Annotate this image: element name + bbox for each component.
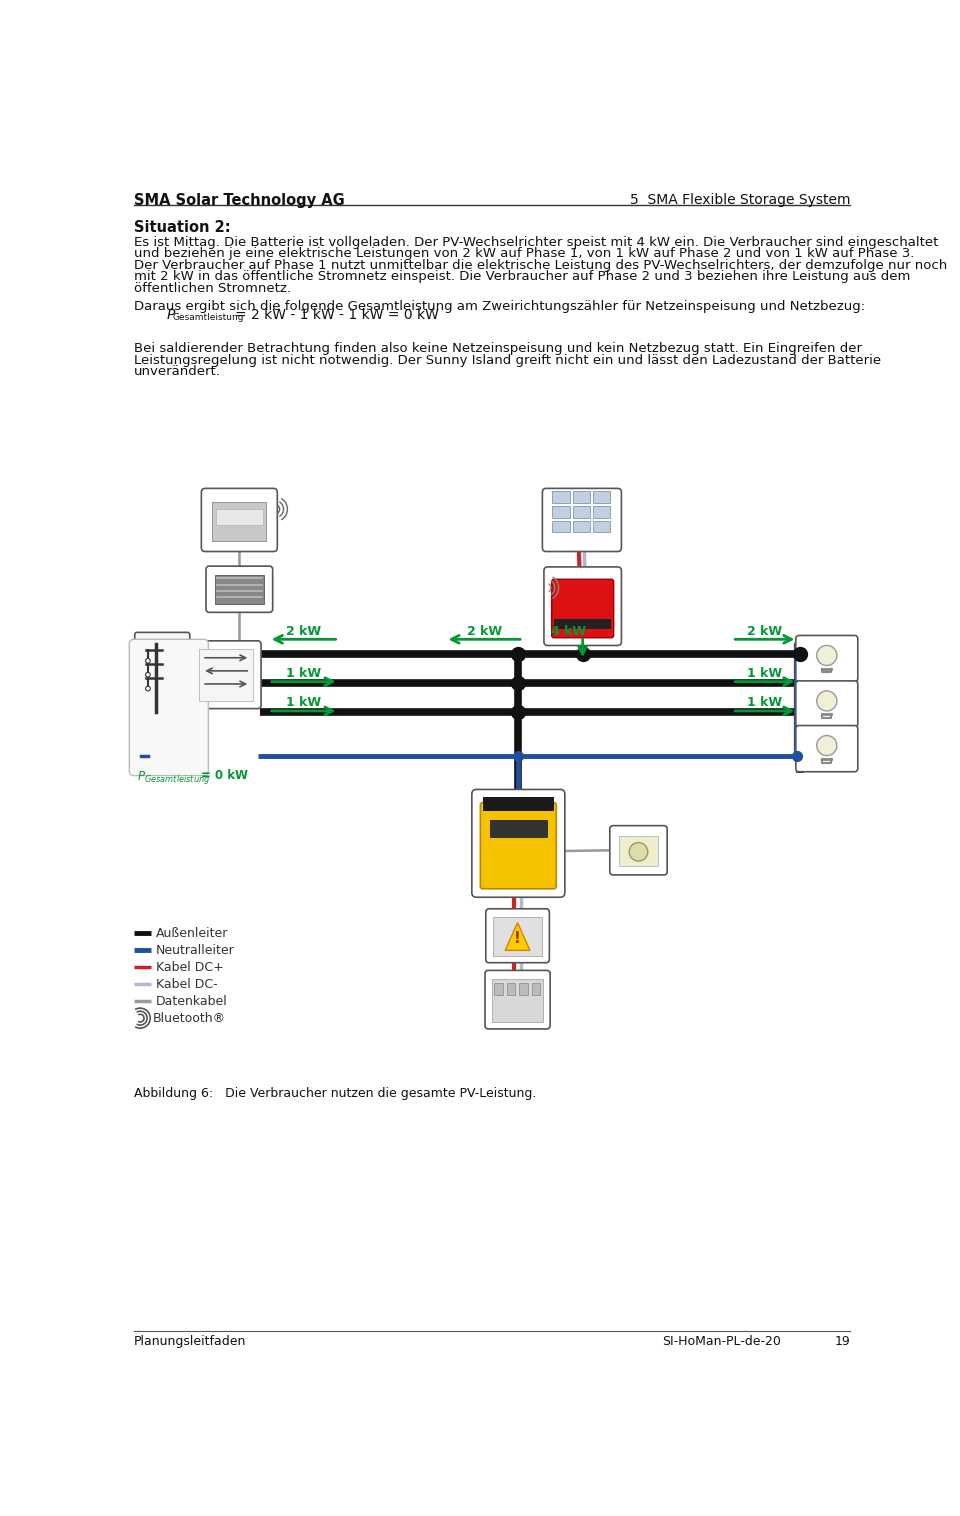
Circle shape	[817, 646, 837, 666]
Text: !: !	[515, 931, 521, 946]
Circle shape	[817, 691, 837, 711]
Text: Der Verbraucher auf Phase 1 nutzt unmittelbar die elektrische Leistung des PV-We: Der Verbraucher auf Phase 1 nutzt unmitt…	[134, 259, 948, 271]
FancyBboxPatch shape	[202, 488, 277, 552]
Text: $P_{Gesamtleistung}$: $P_{Gesamtleistung}$	[137, 769, 210, 785]
FancyBboxPatch shape	[472, 790, 564, 897]
Text: Bei saldierender Betrachtung finden also keine Netzeinspeisung und kein Netzbezu: Bei saldierender Betrachtung finden also…	[134, 343, 862, 355]
Text: Außenleiter: Außenleiter	[156, 926, 228, 940]
FancyBboxPatch shape	[480, 802, 557, 888]
Text: und beziehen je eine elektrische Leistungen von 2 kW auf Phase 1, von 1 kW auf P: und beziehen je eine elektrische Leistun…	[134, 247, 914, 261]
FancyBboxPatch shape	[592, 520, 610, 532]
FancyBboxPatch shape	[796, 681, 858, 728]
Text: SI-HoMan-PL-de-20: SI-HoMan-PL-de-20	[662, 1336, 781, 1348]
FancyBboxPatch shape	[552, 579, 613, 638]
FancyBboxPatch shape	[619, 837, 658, 866]
Text: mit 2 kW in das öffentliche Stromnetz einspeist. Die Verbraucher auf Phase 2 und: mit 2 kW in das öffentliche Stromnetz ei…	[134, 270, 910, 283]
Text: Leistungsregelung ist nicht notwendig. Der Sunny Island greift nicht ein und läs: Leistungsregelung ist nicht notwendig. D…	[134, 353, 881, 367]
FancyBboxPatch shape	[212, 502, 267, 541]
Circle shape	[146, 687, 150, 691]
FancyBboxPatch shape	[485, 970, 550, 1029]
FancyBboxPatch shape	[572, 520, 589, 532]
Circle shape	[817, 735, 837, 755]
Text: 5  SMA Flexible Storage System: 5 SMA Flexible Storage System	[630, 193, 850, 206]
FancyBboxPatch shape	[483, 797, 554, 811]
Text: Es ist Mittag. Die Batterie ist vollgeladen. Der PV-Wechselrichter speist mit 4 : Es ist Mittag. Die Batterie ist vollgela…	[134, 236, 938, 249]
FancyBboxPatch shape	[592, 491, 610, 503]
FancyBboxPatch shape	[206, 565, 273, 612]
Text: P: P	[166, 308, 175, 321]
FancyBboxPatch shape	[130, 640, 208, 776]
Text: 1 kW: 1 kW	[747, 667, 782, 681]
Text: Abbildung 6:   Die Verbraucher nutzen die gesamte PV-Leistung.: Abbildung 6: Die Verbraucher nutzen die …	[134, 1087, 537, 1099]
FancyBboxPatch shape	[552, 506, 569, 517]
Text: 1 kW: 1 kW	[747, 696, 782, 709]
FancyBboxPatch shape	[544, 567, 621, 646]
Circle shape	[629, 843, 648, 861]
Text: 19: 19	[834, 1336, 850, 1348]
Text: 2 kW: 2 kW	[747, 625, 782, 638]
Text: 1 kW: 1 kW	[286, 696, 322, 709]
FancyBboxPatch shape	[796, 726, 858, 772]
Text: Neutralleiter: Neutralleiter	[156, 944, 234, 957]
Text: SMA Solar Technology AG: SMA Solar Technology AG	[134, 193, 345, 208]
FancyBboxPatch shape	[492, 979, 543, 1022]
FancyBboxPatch shape	[610, 826, 667, 875]
Polygon shape	[505, 923, 530, 951]
FancyBboxPatch shape	[507, 982, 516, 994]
Text: Daraus ergibt sich die folgende Gesamtleistung am Zweirichtungszähler für Netzei: Daraus ergibt sich die folgende Gesamtle…	[134, 300, 865, 312]
FancyBboxPatch shape	[494, 982, 503, 994]
FancyBboxPatch shape	[552, 491, 569, 503]
FancyBboxPatch shape	[532, 982, 540, 994]
Text: Bluetooth®: Bluetooth®	[153, 1011, 226, 1025]
FancyBboxPatch shape	[492, 917, 542, 955]
FancyBboxPatch shape	[214, 575, 264, 603]
FancyBboxPatch shape	[592, 506, 610, 517]
FancyBboxPatch shape	[216, 509, 263, 525]
FancyBboxPatch shape	[572, 506, 589, 517]
Text: 1 kW: 1 kW	[286, 667, 322, 681]
Text: 2 kW: 2 kW	[286, 625, 322, 638]
FancyBboxPatch shape	[490, 820, 547, 837]
FancyBboxPatch shape	[572, 491, 589, 503]
Text: Datenkabel: Datenkabel	[156, 994, 228, 1008]
FancyBboxPatch shape	[554, 619, 612, 629]
Text: = 2 kW - 1 kW - 1 kW = 0 kW: = 2 kW - 1 kW - 1 kW = 0 kW	[234, 308, 439, 321]
Text: 4 kW: 4 kW	[551, 625, 587, 638]
Text: Gesamtleistung: Gesamtleistung	[173, 314, 244, 321]
FancyBboxPatch shape	[542, 488, 621, 552]
FancyBboxPatch shape	[519, 982, 528, 994]
Text: unverändert.: unverändert.	[134, 365, 221, 377]
Text: Kabel DC-: Kabel DC-	[156, 978, 217, 991]
FancyBboxPatch shape	[134, 632, 190, 720]
FancyBboxPatch shape	[191, 641, 261, 708]
Text: Planungsleitfaden: Planungsleitfaden	[134, 1336, 247, 1348]
FancyBboxPatch shape	[552, 520, 569, 532]
FancyBboxPatch shape	[486, 908, 549, 963]
Text: Kabel DC+: Kabel DC+	[156, 961, 224, 973]
Text: 2 kW: 2 kW	[467, 625, 502, 638]
Text: Situation 2:: Situation 2:	[134, 220, 230, 235]
FancyBboxPatch shape	[199, 649, 253, 700]
FancyBboxPatch shape	[796, 635, 858, 682]
Text: = 0 kW: = 0 kW	[202, 769, 249, 782]
Text: öffentlichen Stromnetz.: öffentlichen Stromnetz.	[134, 282, 291, 296]
Circle shape	[146, 658, 150, 662]
Circle shape	[146, 673, 150, 678]
